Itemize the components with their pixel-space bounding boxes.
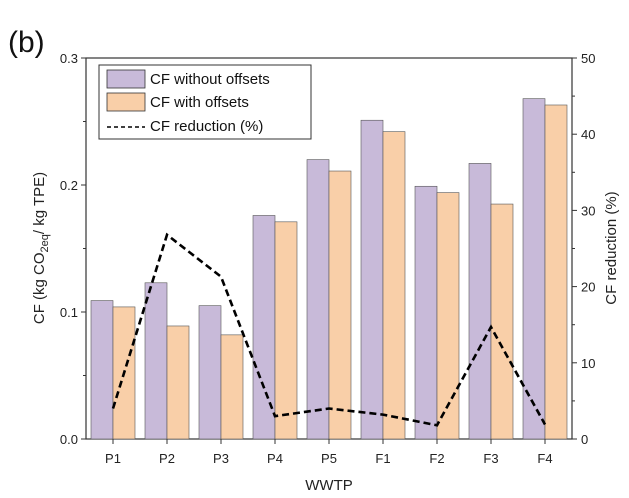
bar-with-offsets-p2	[166, 325, 190, 440]
bar-without-offsets-f3	[468, 163, 492, 440]
x-tick-label-f1: F1	[375, 451, 390, 466]
x-tick-label-p1: P1	[105, 451, 121, 466]
y-right-tick-label-2: 20	[581, 280, 595, 295]
bar-without-offsets-p3	[198, 305, 222, 440]
bar-with-offsets-f2	[436, 192, 460, 440]
x-axis-title: WWTP	[305, 477, 352, 494]
y-axis-left-title: CF (kg CO2eq/ kg TPE)	[31, 172, 51, 324]
y-right-tick-label-1: 10	[581, 356, 595, 371]
bar-without-offsets-p5	[306, 159, 330, 440]
bars	[90, 98, 568, 440]
bar-without-offsets-p1	[90, 300, 114, 440]
legend-label-reduction: CF reduction (%)	[150, 118, 263, 135]
axes: P1 P2 P3 P4 P5 F1 F2 F3 F4 0.0 0.1 0.2 0.3 0 10 20 30 40 5…	[60, 51, 596, 466]
bar-with-offsets-f1	[382, 131, 406, 440]
x-tick-label-p2: P2	[159, 451, 175, 466]
legend-swatch-without-offsets	[106, 69, 146, 89]
legend-label-without-offsets: CF without offsets	[150, 71, 270, 88]
y-left-tick-label-0: 0.0	[60, 432, 78, 447]
bar-with-offsets-p4	[274, 221, 298, 440]
y-right-tick-label-0: 0	[581, 432, 588, 447]
x-tick-label-p5: P5	[321, 451, 337, 466]
panel-label: (b)	[8, 26, 45, 59]
y-left-tick-label-1: 0.1	[60, 305, 78, 320]
legend-label-with-offsets: CF with offsets	[150, 94, 249, 111]
x-tick-label-f3: F3	[483, 451, 498, 466]
x-tick-label-f4: F4	[537, 451, 552, 466]
bar-with-offsets-p3	[220, 334, 244, 440]
reduction-line	[111, 232, 547, 427]
x-tick-label-f2: F2	[429, 451, 444, 466]
bar-without-offsets-f2	[414, 185, 438, 440]
y-right-tick-label-5: 50	[581, 51, 595, 66]
y-left-tick-label-2: 0.2	[60, 178, 78, 193]
bar-without-offsets-p2	[144, 282, 168, 440]
y-right-tick-label-3: 30	[581, 203, 595, 218]
x-tick-label-p3: P3	[213, 451, 229, 466]
y-axis-right-title: CF reduction (%)	[603, 191, 620, 304]
y-right-tick-label-4: 40	[581, 127, 595, 142]
bar-with-offsets-p5	[328, 170, 352, 440]
bar-without-offsets-f4	[522, 98, 546, 440]
reduction-polyline	[111, 232, 547, 427]
legend: CF without offsets CF with offsets CF re…	[98, 64, 312, 140]
y-left-tick-label-3: 0.3	[60, 51, 78, 66]
legend-swatch-with-offsets	[106, 92, 146, 112]
bar-with-offsets-f3	[490, 203, 514, 440]
x-tick-label-p4: P4	[267, 451, 283, 466]
bar-with-offsets-f4	[544, 104, 568, 440]
bar-without-offsets-f1	[360, 119, 384, 440]
